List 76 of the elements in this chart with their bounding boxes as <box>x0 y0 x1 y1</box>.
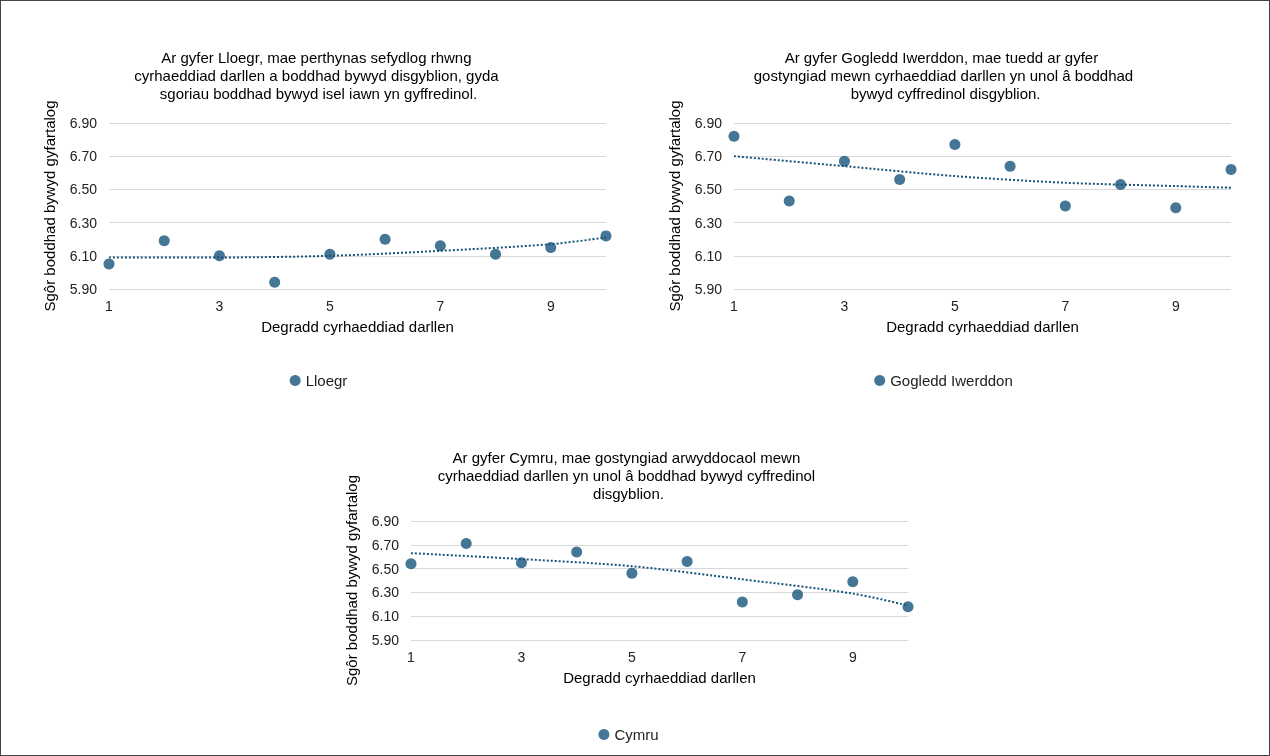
point <box>600 230 612 242</box>
point <box>894 173 906 185</box>
x-tick-label: 7 <box>738 649 747 665</box>
point <box>1225 163 1237 175</box>
x-tick-label: 5 <box>325 298 334 314</box>
x-axis-title: Degradd cyrhaeddiad darllen <box>563 669 756 686</box>
point <box>838 155 850 167</box>
y-tick-label: 6.70 <box>371 536 400 553</box>
y-axis-title: Sgôr boddhad bywyd gyfartalog <box>41 100 58 312</box>
x-tick-label: 9 <box>1171 298 1180 314</box>
point <box>269 276 281 288</box>
y-tick-label: 6.90 <box>69 115 98 131</box>
x-axis-title: Degradd cyrhaeddiad darllen <box>261 318 454 335</box>
y-tick-label: 5.90 <box>69 281 98 297</box>
line-series <box>733 155 1232 189</box>
point <box>736 596 748 608</box>
point <box>379 233 391 245</box>
y-tick-label: 6.10 <box>371 608 400 625</box>
x-tick-label: 3 <box>517 649 526 665</box>
y-tick-label: 6.30 <box>371 584 400 601</box>
x-tick-label: 5 <box>950 298 959 314</box>
point <box>949 139 961 151</box>
point <box>783 195 795 207</box>
y-tick-label: 5.90 <box>371 632 400 648</box>
point <box>434 240 446 252</box>
y-axis-title: Sgôr boddhad bywyd gyfartalog <box>343 475 360 686</box>
point <box>1004 160 1016 172</box>
point <box>681 555 693 567</box>
point <box>1115 178 1127 190</box>
point <box>490 248 502 260</box>
y-tick-label: 6.10 <box>69 247 98 264</box>
x-tick-label: 1 <box>730 298 739 314</box>
x-tick-label: 9 <box>546 298 555 314</box>
chart-title: Ar gyfer Cymru, mae gostyngiad arwyddocaol mewn cyrhaeddiad darllen yn unol â boddhad bywyd cyffredinol disgyblion. <box>437 448 820 502</box>
y-tick-label: 6.70 <box>69 148 98 165</box>
legend-label: Gogledd Iwerddon <box>890 372 1013 389</box>
point <box>571 546 583 558</box>
y-tick-label: 5.90 <box>694 281 723 297</box>
x-tick-label: 1 <box>105 298 114 314</box>
point <box>460 538 472 550</box>
point <box>728 130 740 142</box>
y-tick-label: 6.90 <box>694 115 723 131</box>
x-axis-title: Degradd cyrhaeddiad darllen <box>886 318 1079 335</box>
x-tick-label: 3 <box>215 298 224 314</box>
y-tick-label: 6.50 <box>69 181 98 198</box>
y-tick-label: 6.50 <box>694 181 723 198</box>
y-tick-label: 6.50 <box>371 560 400 577</box>
point <box>1170 202 1182 214</box>
point <box>515 557 527 569</box>
chart-title: Ar gyfer Gogledd Iwerddon, mae tuedd ar gyfer gostyngiad mewn cyrhaeddiad darllen yn unol â boddhad bywyd cyffredinol disgyblion. <box>753 48 1134 102</box>
point <box>405 558 417 570</box>
point <box>324 248 336 260</box>
point <box>213 250 225 262</box>
x-tick-label: 5 <box>627 649 636 665</box>
x-tick-label: 3 <box>840 298 849 314</box>
point <box>847 576 859 588</box>
point <box>1059 200 1071 212</box>
legend-label: Cymru <box>614 726 659 743</box>
legend-label: Lloegr <box>305 372 348 389</box>
y-tick-label: 6.90 <box>371 513 400 529</box>
point <box>792 589 804 601</box>
point <box>158 235 170 247</box>
point <box>545 242 557 253</box>
point <box>626 567 638 579</box>
y-tick-label: 6.30 <box>694 214 723 231</box>
x-tick-label: 9 <box>848 649 857 665</box>
y-tick-label: 6.30 <box>69 214 98 231</box>
y-tick-label: 6.70 <box>694 148 723 165</box>
point <box>103 258 115 270</box>
chart-title: Ar gyfer Lloegr, mae perthynas sefydlog rhwng cyrhaeddiad darllen a boddhad bywyd disgyblion, gyda sgoriau boddhad bywyd isel iawn yn gyffredinol. <box>134 48 503 102</box>
y-axis-title: Sgôr boddhad bywyd gyfartalog <box>666 100 683 312</box>
point <box>902 601 914 613</box>
y-tick-label: 6.10 <box>694 247 723 264</box>
x-tick-label: 7 <box>1061 298 1070 314</box>
x-tick-label: 7 <box>436 298 445 314</box>
x-tick-label: 1 <box>407 649 416 665</box>
